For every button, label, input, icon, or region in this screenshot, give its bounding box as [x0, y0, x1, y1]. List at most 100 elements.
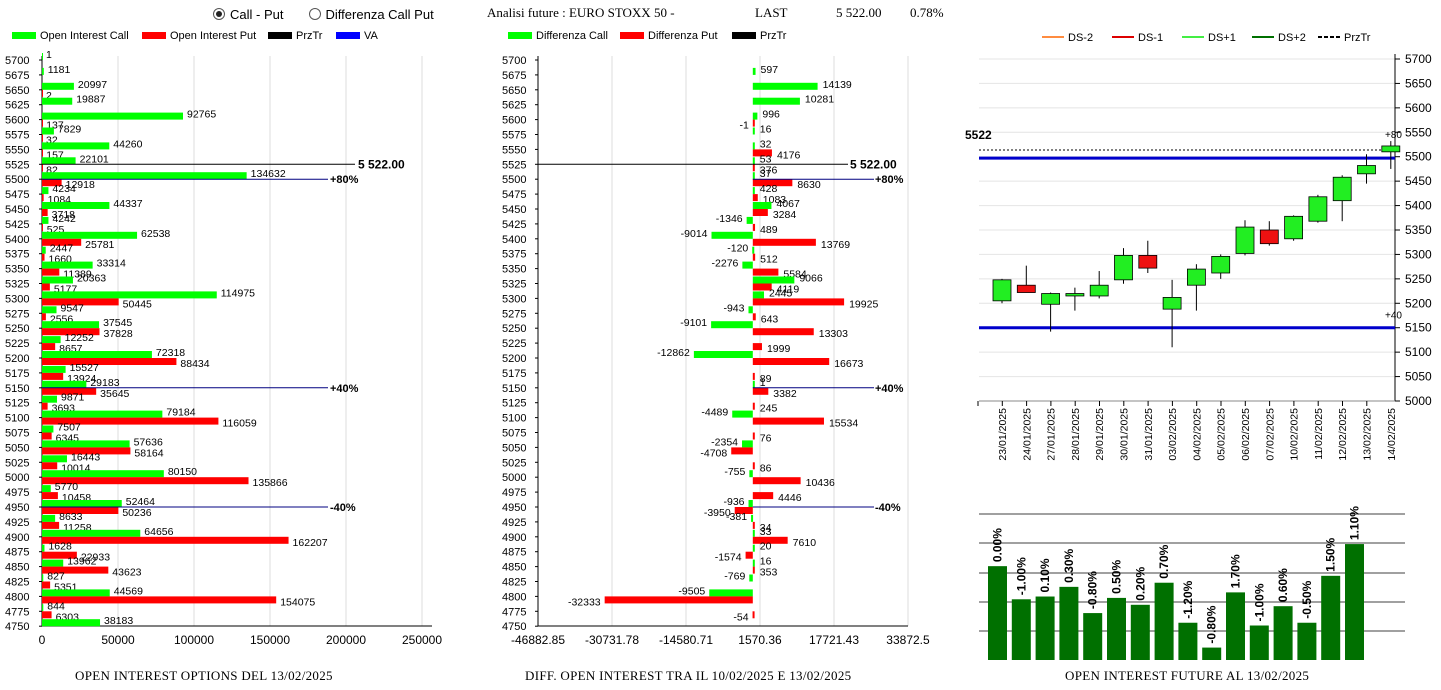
- call-bar: [42, 202, 110, 209]
- legend-label: VA: [364, 30, 379, 42]
- radio-diff-call-put[interactable]: Differenza Call Put: [308, 7, 434, 22]
- diff-put-bar: [752, 387, 769, 395]
- put-bar: [42, 536, 289, 544]
- y-tick-label: 5600: [1405, 101, 1432, 115]
- radio-call-put-indicator[interactable]: [213, 8, 225, 20]
- diff-call-label: 33: [760, 526, 772, 538]
- radio-diff-call-put-indicator[interactable]: [308, 8, 321, 20]
- strike-label: 5275: [502, 308, 526, 320]
- diff-call-bar: [752, 187, 755, 195]
- put-bar: [42, 477, 249, 485]
- oi-change-bar: [1154, 582, 1174, 660]
- diff-put-label: 13769: [821, 239, 850, 251]
- strike-label: 5225: [502, 338, 526, 350]
- candle-body: [1211, 255, 1231, 274]
- candle-body: [1162, 297, 1182, 310]
- legend-label: Open Interest Put: [170, 30, 256, 42]
- candle-body: [1357, 165, 1376, 175]
- diff-put-bar: [752, 328, 814, 336]
- call-bar: [42, 604, 44, 612]
- oi-change-bar: [1297, 622, 1317, 660]
- put-bar: [42, 238, 82, 246]
- call-value-label: 1: [46, 49, 52, 61]
- diff-put-label: 489: [760, 224, 778, 236]
- diff-call-label: 16: [760, 124, 772, 136]
- radio-call-put[interactable]: Call - Put: [213, 7, 287, 22]
- diff-call-bar: [752, 82, 818, 90]
- date-label: 04/02/2025: [1191, 408, 1203, 461]
- x-tick-label: 33872.5: [886, 633, 930, 647]
- call-value-label: 2447: [50, 243, 74, 255]
- strike-label: 4850: [502, 562, 526, 574]
- diff-call-label: 2445: [769, 287, 793, 299]
- put-bar: [42, 596, 277, 604]
- diff-put-bar: [752, 209, 768, 216]
- diff-call-label: -936: [724, 496, 745, 508]
- strike-label: 5450: [502, 204, 526, 216]
- put-bar: [42, 328, 100, 336]
- diff-call-bar: [752, 544, 755, 552]
- oi-change-label: -0.80%: [1205, 605, 1219, 643]
- last-label: LAST: [755, 5, 788, 20]
- diff-call-label: 14139: [823, 79, 852, 91]
- put-bar: [42, 432, 52, 440]
- call-value-label: 29183: [90, 377, 119, 389]
- diff-call-bar: [711, 231, 753, 239]
- header-title: Analisi future : EURO STOXX 50 -: [487, 5, 675, 20]
- put-value-label: 116059: [222, 418, 256, 430]
- diff-put-label: 15534: [829, 418, 858, 430]
- call-value-label: 13962: [67, 556, 96, 568]
- diff-call-bar: [748, 500, 753, 507]
- strike-label: 5650: [502, 85, 526, 97]
- diff-put-bar: [752, 417, 824, 425]
- diff-put-label: -1574: [715, 552, 742, 564]
- legend-swatch: [142, 32, 166, 39]
- call-bar: [42, 395, 58, 403]
- call-value-label: 1181: [48, 64, 71, 76]
- put-value-label: 50236: [122, 507, 151, 519]
- diff-put-bar: [604, 596, 753, 604]
- diff-call-label: -120: [727, 243, 748, 255]
- call-bar: [42, 291, 217, 299]
- call-bar: [42, 351, 152, 358]
- diff-put-bar: [752, 358, 830, 365]
- diff-call-bar: [748, 306, 753, 314]
- call-value-label: 4242: [52, 213, 76, 225]
- diff-call-bar: [752, 142, 755, 150]
- date-label: 10/02/2025: [1289, 408, 1301, 461]
- put-bar: [42, 313, 46, 321]
- put-bar: [42, 521, 60, 529]
- oi-change-label: 0.20%: [1133, 566, 1147, 600]
- legend-swatch: [12, 32, 36, 39]
- call-bar: [42, 216, 49, 224]
- legend-label: PrzTr: [760, 30, 787, 42]
- diff-call-label: -9014: [681, 228, 708, 240]
- put-bar: [42, 343, 56, 351]
- diff-call-label: 9066: [799, 273, 823, 285]
- call-bar: [42, 172, 247, 180]
- strike-label: 5175: [5, 368, 29, 380]
- strike-label: 5050: [5, 442, 29, 454]
- put-bar: [42, 462, 58, 470]
- diff-call-label: 32: [760, 138, 772, 150]
- date-label: 23/01/2025: [997, 408, 1009, 461]
- date-label: 29/01/2025: [1094, 408, 1106, 461]
- y-tick-label: 5500: [1405, 150, 1432, 164]
- diff-call-label: -2354: [711, 436, 738, 448]
- call-bar: [42, 380, 87, 388]
- diff-put-bar: [752, 402, 755, 410]
- diff-put-bar: [752, 492, 774, 500]
- diff-put-label: 4446: [778, 492, 802, 504]
- annotation-label: +40: [1385, 311, 1402, 322]
- call-value-label: 19887: [76, 94, 105, 106]
- diff-put-label: 4176: [777, 149, 801, 161]
- call-value-label: 20997: [78, 79, 107, 91]
- call-value-label: 7507: [57, 422, 81, 434]
- put-bar: [42, 417, 219, 425]
- oi-change-label: 1.50%: [1324, 537, 1338, 571]
- date-label: 07/02/2025: [1264, 408, 1276, 461]
- call-bar: [42, 142, 110, 150]
- strike-label: 5575: [502, 130, 526, 142]
- oi-change-bar: [988, 566, 1007, 660]
- diff-put-bar: [752, 253, 756, 261]
